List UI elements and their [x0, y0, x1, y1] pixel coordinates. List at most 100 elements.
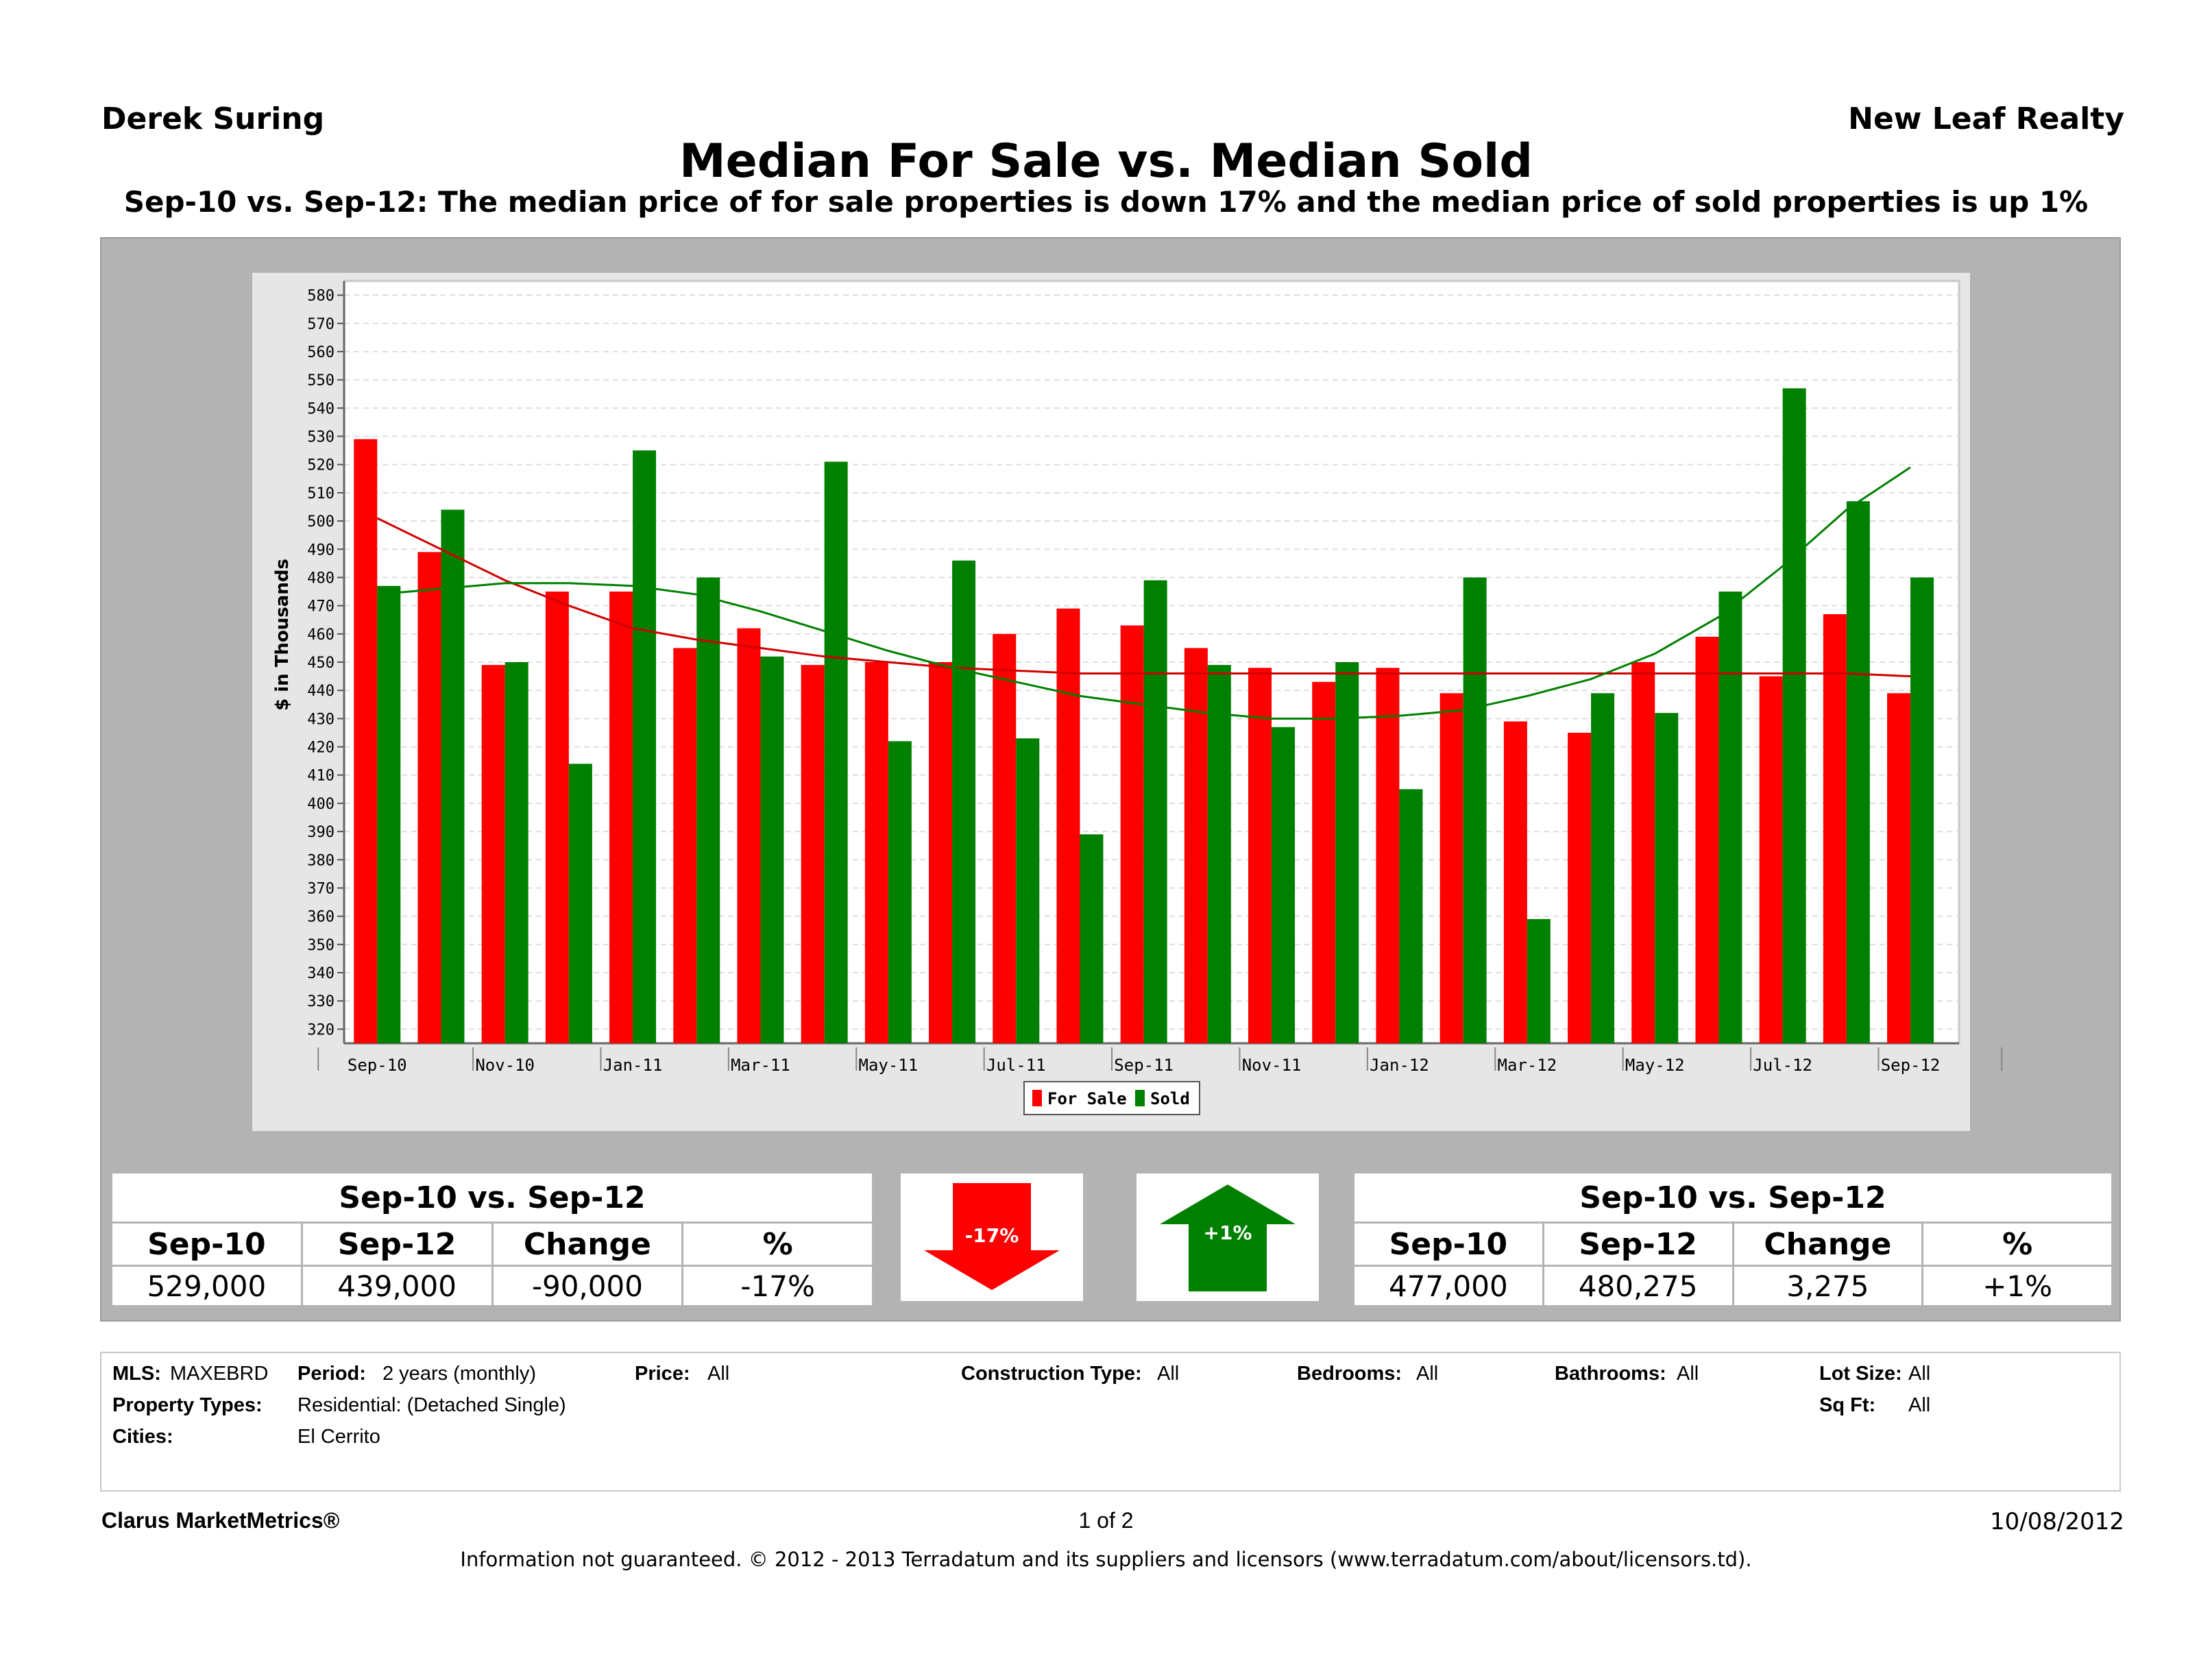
- value-cell: 480,275: [1544, 1267, 1734, 1305]
- mls-value: MAXEBRD: [170, 1363, 269, 1385]
- bar-for-sale: [1184, 648, 1208, 1043]
- column-header: Change: [1734, 1224, 1924, 1265]
- construction-type-value: All: [1157, 1363, 1180, 1385]
- value-cell: 529,000: [112, 1267, 303, 1305]
- bar-for-sale: [673, 648, 697, 1043]
- x-tick-label: Sep-12: [1881, 1056, 1941, 1075]
- construction-type-label: Construction Type:: [961, 1363, 1142, 1385]
- y-tick-label: 330: [307, 993, 335, 1010]
- for-sale-trend-line: [376, 517, 1911, 678]
- bar-for-sale: [1312, 681, 1336, 1043]
- sold-stats-table: Sep-10 vs. Sep-12 Sep-10 Sep-12 Change %…: [1354, 1174, 2111, 1305]
- bar-sold: [1591, 693, 1615, 1043]
- bar-sold: [1463, 577, 1487, 1043]
- property-types-label: Property Types:: [112, 1394, 263, 1416]
- bar-sold: [1399, 789, 1423, 1043]
- bar-sold: [1846, 501, 1870, 1043]
- lot-size-label: Lot Size:: [1819, 1363, 1902, 1385]
- y-tick-label: 450: [307, 655, 335, 672]
- footer-brand: Clarus MarketMetrics®: [101, 1508, 340, 1533]
- value-cell: 3,275: [1734, 1267, 1924, 1305]
- y-tick-label: 360: [307, 909, 335, 926]
- bar-for-sale: [1568, 732, 1592, 1043]
- disclaimer: Information not guaranteed. © 2012 - 201…: [460, 1548, 1752, 1571]
- report-date: 10/08/2012: [1990, 1508, 2124, 1535]
- bar-for-sale: [1823, 613, 1847, 1043]
- bar-sold: [1335, 662, 1359, 1043]
- y-tick-label: 520: [307, 457, 335, 474]
- y-tick-label: 320: [307, 1021, 335, 1038]
- page-indicator: 1 of 2: [1078, 1508, 1134, 1533]
- bar-for-sale: [993, 633, 1017, 1043]
- bar-sold: [1272, 727, 1296, 1043]
- period-value: 2 years (monthly): [382, 1363, 537, 1385]
- bar-for-sale: [481, 665, 505, 1043]
- bar-sold: [1143, 580, 1167, 1043]
- bar-for-sale: [1120, 625, 1144, 1043]
- bar-sold: [505, 662, 528, 1043]
- bar-for-sale: [1759, 676, 1783, 1043]
- y-tick-label: 340: [307, 965, 335, 982]
- sold-stats-header: Sep-10 vs. Sep-12: [1354, 1174, 2111, 1224]
- x-tick-label: Jan-12: [1370, 1056, 1429, 1075]
- for-sale-stats-header: Sep-10 vs. Sep-12: [112, 1174, 872, 1224]
- price-label: Price:: [635, 1363, 690, 1385]
- value-cell: -17%: [740, 1269, 815, 1303]
- value-cell: 477,000: [1354, 1267, 1544, 1305]
- bar-sold: [633, 450, 657, 1043]
- bar-sold: [1718, 592, 1742, 1043]
- y-tick-label: 490: [307, 542, 335, 559]
- bedrooms-label: Bedrooms:: [1297, 1363, 1402, 1385]
- legend-box: [1023, 1081, 1200, 1115]
- y-tick-label: 510: [307, 485, 335, 502]
- bar-for-sale: [1887, 693, 1911, 1043]
- y-tick-label: 440: [307, 683, 335, 700]
- column-header: Sep-12: [1544, 1224, 1734, 1265]
- bar-sold: [1207, 665, 1231, 1043]
- x-tick-label: Sep-10: [348, 1056, 407, 1075]
- lot-size-value: All: [1908, 1363, 1931, 1385]
- x-tick-label: Jul-12: [1753, 1056, 1812, 1075]
- up-arrow-label: +1%: [1204, 1221, 1252, 1244]
- column-header: Sep-12: [303, 1224, 494, 1265]
- legend-swatch-for-sale: [1032, 1090, 1042, 1106]
- for-sale-stats-table: Sep-10 vs. Sep-12 Sep-10 Sep-12 Change %…: [112, 1174, 872, 1305]
- x-tick-label: May-12: [1625, 1056, 1685, 1075]
- bar-for-sale: [545, 592, 569, 1043]
- mls-label: MLS:: [112, 1363, 161, 1385]
- y-tick-label: 550: [307, 372, 335, 389]
- bar-sold: [1782, 388, 1806, 1043]
- y-tick-label: 570: [307, 316, 335, 333]
- y-tick-label: 470: [307, 598, 335, 616]
- bar-sold: [1655, 713, 1679, 1043]
- down-arrow-label: -17%: [965, 1224, 1019, 1247]
- bar-sold: [888, 741, 912, 1043]
- y-tick-label: 410: [307, 768, 335, 785]
- bar-sold: [1080, 834, 1104, 1043]
- y-tick-label: 580: [307, 288, 335, 305]
- down-arrow-box: -17%: [901, 1174, 1083, 1301]
- bar-for-sale: [1056, 608, 1080, 1043]
- column-header: Sep-10: [1354, 1224, 1544, 1265]
- property-types-value: Residential: (Detached Single): [297, 1394, 566, 1416]
- value-cell: +1%: [1982, 1269, 2053, 1303]
- x-tick-label: Nov-11: [1242, 1056, 1302, 1075]
- bar-sold: [568, 764, 592, 1043]
- bar-for-sale: [1631, 662, 1655, 1043]
- sqft-label: Sq Ft:: [1819, 1394, 1876, 1416]
- bathrooms-label: Bathrooms:: [1555, 1363, 1666, 1385]
- bar-sold: [696, 577, 720, 1043]
- report-subtitle: Sep-10 vs. Sep-12: The median price of f…: [123, 185, 2089, 219]
- report-criteria-box: MLS: MAXEBRD Period: 2 years (monthly) P…: [100, 1352, 2121, 1492]
- y-axis-label: $ in Thousands: [272, 559, 293, 711]
- down-arrow-icon: -17%: [924, 1183, 1060, 1290]
- bar-for-sale: [609, 592, 633, 1043]
- x-tick-label: Jan-11: [603, 1056, 663, 1075]
- bar-sold: [1527, 919, 1551, 1043]
- bar-for-sale: [737, 628, 761, 1043]
- bar-sold: [377, 585, 401, 1043]
- cities-label: Cities:: [112, 1426, 173, 1448]
- y-tick-label: 480: [307, 570, 335, 587]
- y-tick-label: 400: [307, 796, 335, 813]
- legend-label-sold: Sold: [1150, 1089, 1190, 1108]
